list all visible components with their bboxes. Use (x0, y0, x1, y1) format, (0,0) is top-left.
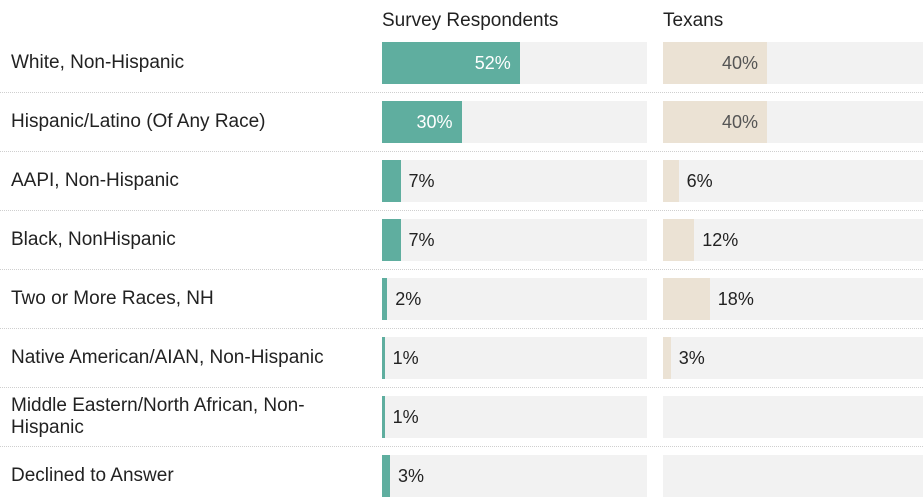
value-label: 30% (416, 112, 453, 132)
bar (663, 219, 695, 261)
value-label: 3% (678, 348, 705, 368)
bar-track: 52% (382, 42, 647, 84)
row: Declined to Answer 3% (0, 447, 923, 500)
row: Middle Eastern/North African, Non-Hispan… (0, 388, 923, 447)
bar-track: 40% (663, 42, 923, 84)
header: Survey Respondents Texans (0, 0, 923, 34)
rows: White, Non-Hispanic 52% 40% Hispanic/Latino… (0, 34, 923, 500)
value-label: 7% (408, 171, 435, 191)
value-label: 3% (397, 466, 424, 486)
row-label: Hispanic/Latino (Of Any Race) (11, 111, 266, 132)
bar-track: 3% (663, 337, 923, 379)
value-label: 7% (408, 230, 435, 250)
bar (663, 160, 679, 202)
row-label: Declined to Answer (11, 465, 174, 486)
value-label: 6% (686, 171, 713, 191)
bar-track: 18% (663, 278, 923, 320)
bar (663, 278, 710, 320)
bar-track: 1% (382, 396, 647, 438)
bar-track (663, 396, 923, 438)
value-label: 40% (721, 112, 758, 132)
row-label: Middle Eastern/North African, Non-Hispan… (11, 395, 305, 438)
bar-track: 7% (382, 219, 647, 261)
row: Hispanic/Latino (Of Any Race) 30% 40% (0, 93, 923, 152)
row: AAPI, Non-Hispanic 7% 6% (0, 152, 923, 211)
row: Two or More Races, NH 2% 18% (0, 270, 923, 329)
row-label: Black, NonHispanic (11, 229, 176, 250)
column-header: Survey Respondents (382, 10, 559, 31)
bar-track: 40% (663, 101, 923, 143)
value-label: 2% (395, 289, 422, 309)
row-label: White, Non-Hispanic (11, 52, 185, 73)
bar (663, 101, 767, 143)
bar (382, 219, 401, 261)
bar (382, 396, 385, 438)
bar-track: 1% (382, 337, 647, 379)
row: Native American/AIAN, Non-Hispanic 1% 3% (0, 329, 923, 388)
row-label: Native American/AIAN, Non-Hispanic (11, 347, 324, 368)
row-label: AAPI, Non-Hispanic (11, 170, 179, 191)
row-label: Two or More Races, NH (11, 288, 214, 309)
value-label: 12% (702, 230, 739, 250)
value-label: 40% (721, 53, 758, 73)
bar (663, 337, 671, 379)
value-label: 18% (717, 289, 754, 309)
bar (382, 101, 462, 143)
bar (382, 278, 388, 320)
bar (382, 455, 390, 497)
bar-track: 7% (382, 160, 647, 202)
column-header: Texans (663, 10, 724, 31)
row: Black, NonHispanic 7% 12% (0, 211, 923, 270)
bar (382, 42, 520, 84)
value-label: 52% (474, 53, 511, 73)
bar-track: 3% (382, 455, 647, 497)
bar (382, 160, 401, 202)
bar-track (663, 455, 923, 497)
bar (382, 337, 385, 379)
bar-track: 12% (663, 219, 923, 261)
bar-track: 2% (382, 278, 647, 320)
row: White, Non-Hispanic 52% 40% (0, 34, 923, 93)
bar (663, 42, 767, 84)
value-label: 1% (392, 407, 419, 427)
value-label: 1% (392, 348, 419, 368)
bar-track: 6% (663, 160, 923, 202)
bar-track: 30% (382, 101, 647, 143)
